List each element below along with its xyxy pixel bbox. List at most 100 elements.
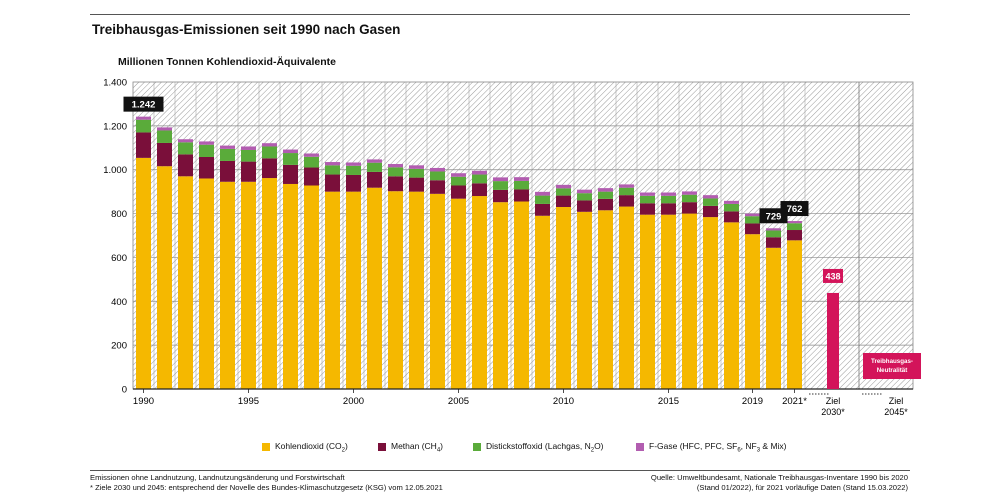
- bar-co2-2016: [682, 213, 697, 389]
- legend-label-fgas: F-Gase (HFC, PFC, SF6, NF3 & Mix): [649, 441, 787, 454]
- bar-ch4-1992: [178, 154, 193, 177]
- bar-co2-2001: [367, 187, 382, 389]
- bar-co2-1991: [157, 166, 172, 389]
- bar-fgas-2012: [598, 188, 613, 192]
- bar-ch4-2014: [640, 203, 655, 215]
- bar-fgas-2011: [577, 189, 592, 194]
- bar-fgas-1993: [199, 141, 214, 145]
- bar-fgas-2021: [787, 221, 802, 224]
- bar-ch4-2009: [535, 203, 550, 216]
- legend-swatch-fgas: [636, 443, 644, 452]
- legend-item-co2: Kohlendioxid (CO2): [262, 441, 348, 454]
- bar-co2-2002: [388, 191, 403, 389]
- bar-fgas-2014: [640, 192, 655, 196]
- bar-co2-2007: [493, 202, 508, 389]
- bar-n2o-1999: [325, 165, 340, 175]
- bar-co2-2010: [556, 206, 571, 389]
- target-2045-label: 2045*: [884, 407, 908, 417]
- bar-co2-1998: [304, 185, 319, 389]
- bar-n2o-1993: [199, 144, 214, 157]
- bar-ch4-2001: [367, 171, 382, 188]
- legend-label-co2: Kohlendioxid (CO2): [275, 441, 348, 454]
- legend-swatch-n2o: [473, 443, 481, 452]
- callout-badge-1990: [123, 96, 164, 112]
- bar-n2o-2012: [598, 191, 613, 199]
- bar-ch4-1991: [157, 142, 172, 167]
- bar-n2o-2001: [367, 162, 382, 172]
- bar-fgas-2006: [472, 170, 487, 175]
- bar-n2o-2007: [493, 181, 508, 190]
- y-tick-label: 800: [111, 209, 127, 220]
- bar-ch4-2004: [430, 180, 445, 194]
- emissions-chart: 0 200 400 600 800 1.000 1.200 1.400 1990 1995 2000…: [103, 78, 921, 417]
- bar-fgas-2013: [619, 184, 634, 188]
- legend-item-fgas: F-Gase (HFC, PFC, SF6, NF3 & Mix): [636, 441, 787, 454]
- bar-co2-1999: [325, 191, 340, 389]
- x-tick-label: 1990: [133, 396, 154, 407]
- bar-ch4-2002: [388, 176, 403, 192]
- bar-n2o-1998: [304, 156, 319, 168]
- bar-fgas-2005: [451, 173, 466, 177]
- bar-ch4-2008: [514, 189, 529, 202]
- footnote-left-line1: Emissionen ohne Landnutzung, Landnutzung…: [90, 473, 345, 482]
- x-tick-label: 2019: [742, 396, 763, 407]
- bar-n2o-2010: [556, 188, 571, 196]
- bar-fgas-2018: [724, 200, 739, 204]
- bar-co2-2009: [535, 215, 550, 389]
- bar-ch4-2020: [766, 237, 781, 248]
- x-tick-label: 1995: [238, 396, 259, 407]
- bar-ch4-1994: [220, 160, 235, 182]
- bar-co2-2020: [766, 247, 781, 389]
- legend-item-ch4: Methan (CH4): [378, 441, 443, 454]
- bar-co2-2015: [661, 214, 676, 389]
- bar-fgas-2007: [493, 177, 508, 182]
- bar-n2o-2015: [661, 195, 676, 204]
- target-2045-label: Ziel: [889, 396, 904, 406]
- footnote-left: Emissionen ohne Landnutzung, Landnutzung…: [90, 473, 443, 493]
- bar-ch4-1990: [136, 132, 151, 158]
- bar-co2-2013: [619, 206, 634, 389]
- bar-ch4-1997: [283, 164, 298, 184]
- bar-n2o-1991: [157, 130, 172, 143]
- bar-fgas-2009: [535, 191, 550, 196]
- bar-co2-1995: [241, 181, 256, 389]
- target-2030-label: 2030*: [821, 407, 845, 417]
- target-value-label-2030: 438: [825, 271, 840, 281]
- chart-title: Treibhausgas-Emissionen seit 1990 nach G…: [92, 22, 401, 37]
- bar-fgas-2000: [346, 162, 361, 166]
- bar-ch4-2017: [703, 205, 718, 218]
- x-tick-label: 2000: [343, 396, 364, 407]
- x-tick-label: 2015: [658, 396, 679, 407]
- target-value-badge-2030: [823, 268, 843, 283]
- bar-co2-2006: [472, 196, 487, 389]
- footnote-source: Quelle: Umweltbundesamt, Nationale Treib…: [651, 473, 908, 493]
- bar-fgas-1994: [220, 145, 235, 149]
- bar-ch4-1993: [199, 156, 214, 179]
- callout-label-1990: 1.242: [132, 100, 156, 111]
- neutrality-label: Neutralität: [877, 367, 908, 374]
- bar-ch4-2012: [598, 198, 613, 211]
- bar-n2o-1997: [283, 153, 298, 165]
- y-tick-label: 1.400: [103, 78, 127, 89]
- legend-swatch-ch4: [378, 443, 386, 452]
- bar-co2-2005: [451, 198, 466, 389]
- bar-n2o-2002: [388, 167, 403, 177]
- bar-ch4-2019: [745, 223, 760, 235]
- y-tick-label: 200: [111, 341, 127, 352]
- legend-swatch-co2: [262, 443, 270, 452]
- callout-badge-2021: [780, 201, 809, 217]
- bar-ch4-2010: [556, 195, 571, 207]
- bar-n2o-2005: [451, 176, 466, 186]
- bar-ch4-2015: [661, 203, 676, 215]
- legend-item-n2o: Distickstoffoxid (Lachgas, N2O): [473, 441, 604, 454]
- bar-fgas-1998: [304, 153, 319, 157]
- neutrality-label: Treibhausgas-: [871, 358, 913, 365]
- bar-fgas-1996: [262, 143, 277, 147]
- x-tick-label: 2021*: [782, 396, 807, 407]
- bar-co2-1994: [220, 181, 235, 389]
- callout-label-2021: 762: [787, 204, 803, 215]
- bar-fgas-2002: [388, 164, 403, 168]
- bar-n2o-2017: [703, 198, 718, 206]
- bar-fgas-2016: [682, 191, 697, 195]
- bar-ch4-2016: [682, 202, 697, 214]
